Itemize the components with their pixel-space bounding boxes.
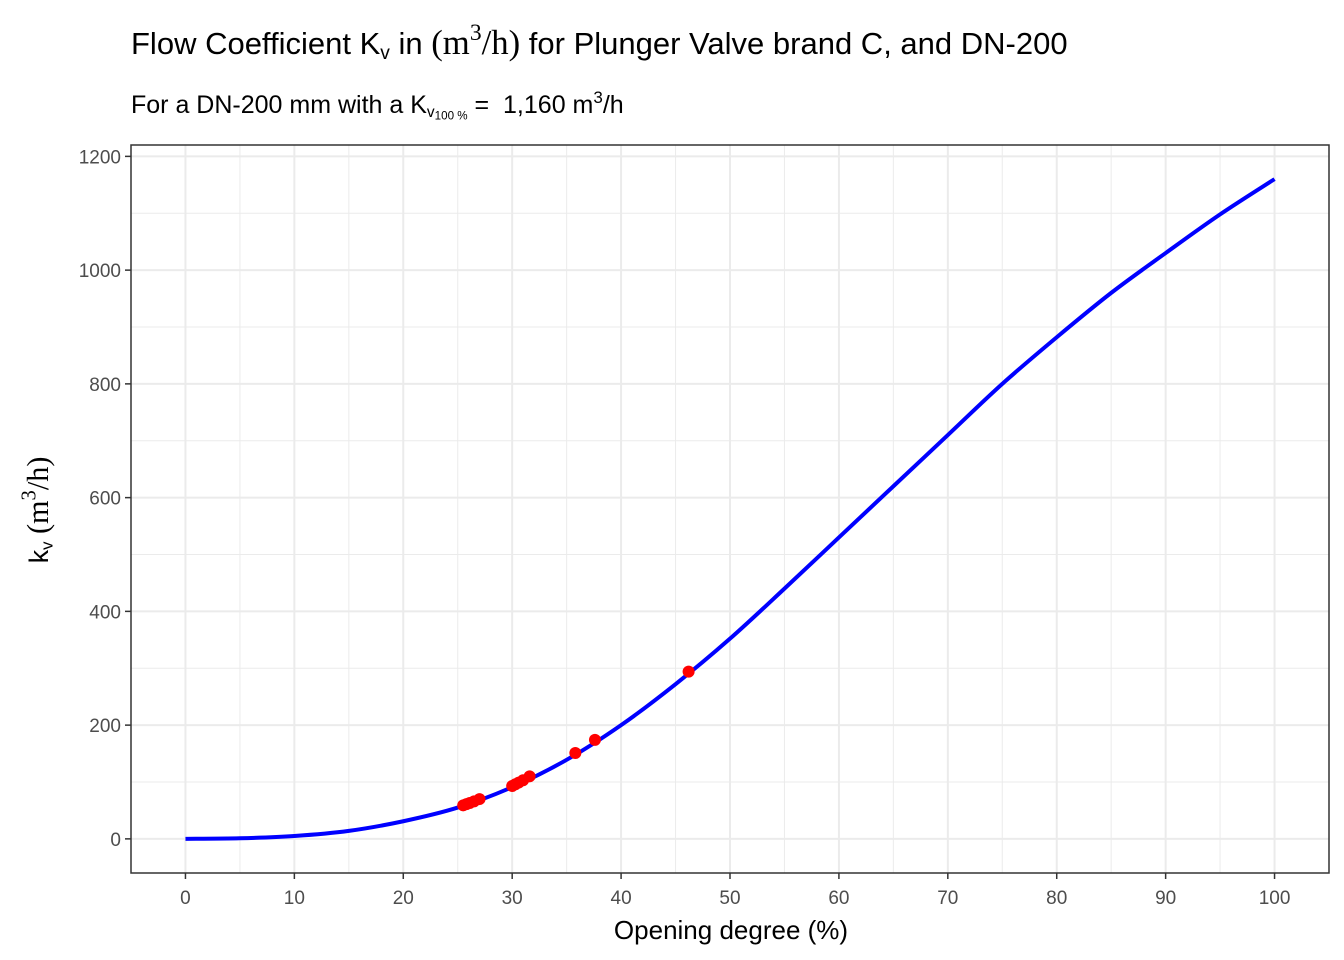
- data-point: [523, 770, 536, 783]
- title-text-mid: in: [389, 26, 432, 62]
- subtitle-unit: /h: [602, 91, 624, 120]
- title-text-suffix: for Plunger Valve brand C, and DN-200: [520, 26, 1068, 62]
- x-tick-label: 20: [393, 888, 414, 909]
- x-tick-label: 40: [611, 888, 632, 909]
- kv-curve-line: [185, 177, 1276, 841]
- y-tick-label: 800: [89, 375, 121, 396]
- x-tick-label: 50: [719, 888, 740, 909]
- y-tick-label: 200: [89, 716, 121, 737]
- x-tick-label: 100: [1259, 888, 1291, 909]
- y-tick-label: 0: [110, 830, 121, 851]
- x-tick-label: 0: [180, 888, 191, 909]
- data-point: [569, 746, 582, 759]
- x-tick-label: 80: [1046, 888, 1067, 909]
- y-tick-label: 400: [89, 602, 121, 623]
- x-tick-label: 10: [284, 888, 305, 909]
- x-tick-label: 30: [502, 888, 523, 909]
- y-tick-label: 1200: [79, 147, 121, 168]
- y-tick-label: 1000: [79, 261, 121, 282]
- subtitle-superscript: 3: [593, 88, 603, 107]
- x-tick-label: 70: [937, 888, 958, 909]
- title-text: Flow Coefficient K: [131, 26, 381, 62]
- title-unit: (m3/h): [431, 20, 521, 63]
- x-tick-label: 60: [828, 888, 849, 909]
- chart-subtitle: For a DN-200 mm with a Kv100 % = 1,160 m…: [131, 88, 624, 122]
- subtitle-subscript: v100 %: [426, 104, 468, 123]
- subtitle-text: For a DN-200 mm with a K: [131, 91, 427, 120]
- chart-title: Flow Coefficient Kv in (m3/h) for Plunge…: [131, 20, 1068, 65]
- data-point: [588, 733, 601, 746]
- data-point: [473, 793, 486, 806]
- title-subscript: v: [380, 42, 390, 64]
- x-axis-label: Opening degree (%): [613, 915, 849, 945]
- subtitle-value: = 1,160 m: [467, 91, 594, 120]
- y-tick-label: 600: [89, 489, 121, 510]
- x-tick-label: 90: [1155, 888, 1176, 909]
- y-axis-label: kv (m3/h): [18, 456, 57, 564]
- data-point: [682, 665, 695, 678]
